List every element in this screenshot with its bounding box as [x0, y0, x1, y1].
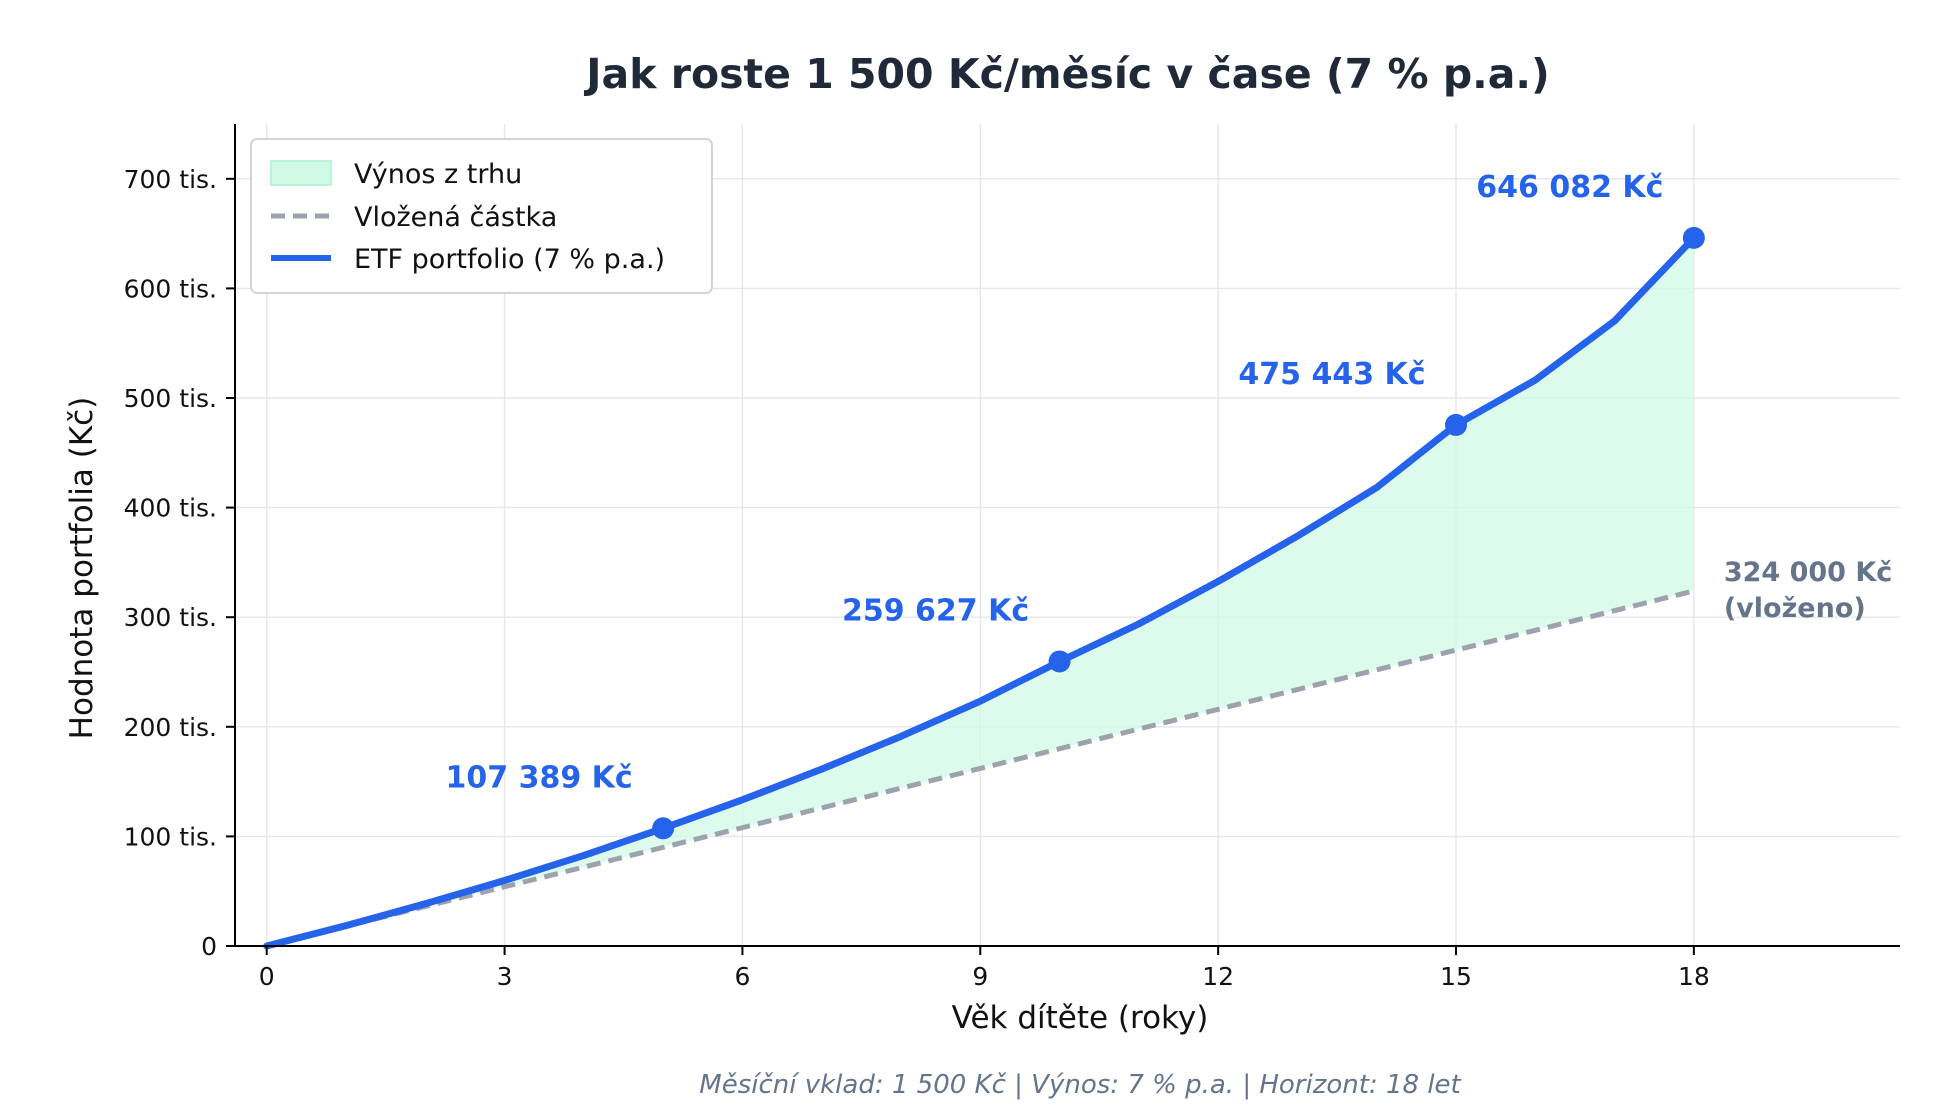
portfolio-marker-3 [1682, 226, 1705, 249]
legend-label-portfolio: ETF portfolio (7 % p.a.) [354, 244, 665, 275]
portfolio-marker-1 [1048, 650, 1071, 673]
fill-layer [266, 237, 1694, 946]
x-axis-label: Věk dítěte (roky) [952, 1000, 1209, 1036]
portfolio-marker-label-0: 107 389 Kč [446, 760, 633, 795]
y-tick-label-7: 700 tis. [124, 165, 217, 194]
x-tick-label-0: 0 [259, 962, 275, 991]
chart-footer: Měsíční vklad: 1 500 Kč | Výnos: 7 % p.a… [699, 1070, 1461, 1100]
x-tick-label-6: 18 [1678, 962, 1710, 991]
legend-box [250, 138, 713, 294]
portfolio-marker-label-2: 475 443 Kč [1238, 357, 1425, 392]
y-tick-label-1: 100 tis. [124, 822, 217, 851]
contributions-line [266, 588, 1695, 949]
portfolio-marker-label-1: 259 627 Kč [842, 593, 1029, 628]
contributions-end-label: 324 000 Kč (vloženo) [1724, 557, 1892, 624]
marker-layer [652, 226, 1705, 840]
legend: Výnos z trhu Vložená částka ETF portfoli… [250, 138, 713, 294]
axis-layer: 0 3 6 9 12 15 18 0 100 tis. 200 tis. 300 tis. 400 t… [124, 124, 1900, 991]
market-return-fill-area [266, 237, 1694, 946]
legend-fill-swatch [270, 160, 332, 186]
y-tick-label-6: 600 tis. [124, 274, 217, 303]
x-tick-label-3: 9 [972, 962, 988, 991]
x-tick-label-2: 6 [734, 962, 750, 991]
y-tick-label-3: 300 tis. [124, 603, 217, 632]
y-tick-label-4: 400 tis. [124, 494, 217, 523]
portfolio-marker-label-3: 646 082 Kč [1476, 170, 1663, 205]
y-tick-label-2: 200 tis. [124, 713, 217, 742]
x-tick-label-5: 15 [1440, 962, 1472, 991]
legend-label-contributions: Vložená částka [354, 202, 557, 233]
y-axis-label: Hodnota portfolia (Kč) [64, 397, 100, 740]
contributions-end-label-line-0: 324 000 Kč [1724, 557, 1892, 588]
contributions-end-label-line-1: (vloženo) [1724, 593, 1866, 624]
x-tick-label-4: 12 [1202, 962, 1234, 991]
portfolio-marker-0 [652, 817, 675, 840]
y-tick-label-0: 0 [201, 932, 217, 961]
portfolio-marker-2 [1445, 413, 1467, 436]
y-tick-label-5: 500 tis. [124, 384, 217, 413]
legend-label-market-return: Výnos z trhu [354, 159, 522, 190]
x-tick-label-1: 3 [497, 962, 513, 991]
label-layer: 107 389 Kč 259 627 Kč 475 443 Kč 646 082 Kč… [446, 170, 1893, 795]
chart-title: Jak roste 1 500 Kč/měsíc v čase (7 % p.a… [583, 50, 1549, 98]
